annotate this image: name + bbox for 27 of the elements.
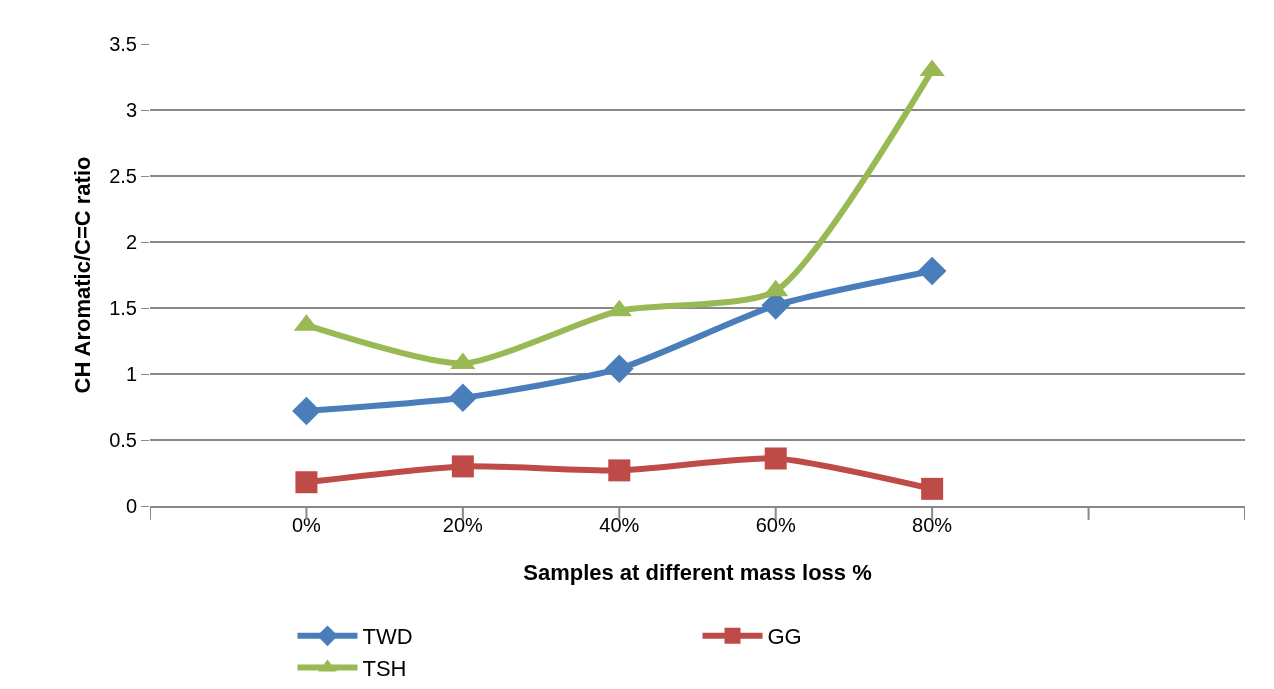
- y-tick-label: 1: [125, 363, 137, 385]
- x-tick-label: 20%: [442, 514, 484, 536]
- y-tick-label: 0: [125, 495, 137, 517]
- x-tick-label: 80%: [912, 514, 953, 536]
- y-tick-label: 3: [125, 99, 137, 121]
- point: [451, 455, 474, 478]
- x-tick-label: 60%: [755, 514, 796, 536]
- legend-label: GG: [767, 624, 802, 650]
- x-tick-label: 40%: [599, 514, 640, 536]
- point: [448, 383, 478, 413]
- y-tick-label: 3.5: [109, 33, 137, 55]
- legend-label: TWD: [362, 624, 413, 650]
- point: [917, 256, 947, 286]
- y-tick-label: 0.5: [109, 429, 137, 451]
- point: [295, 471, 318, 494]
- point: [604, 354, 634, 384]
- y-tick-label: 1.5: [109, 297, 137, 319]
- x-tick-label: 0%: [291, 514, 322, 536]
- y-axis-title: CH Aromatic/C=C ratio: [69, 156, 95, 394]
- point: [764, 447, 787, 470]
- point: [608, 459, 631, 482]
- x-axis-title: Samples at different mass loss %: [523, 560, 872, 586]
- legend-label: TSH: [362, 655, 407, 681]
- y-tick-label: 2: [125, 231, 137, 253]
- point: [921, 477, 944, 500]
- point: [292, 396, 321, 426]
- y-tick-label: 2.5: [109, 165, 137, 187]
